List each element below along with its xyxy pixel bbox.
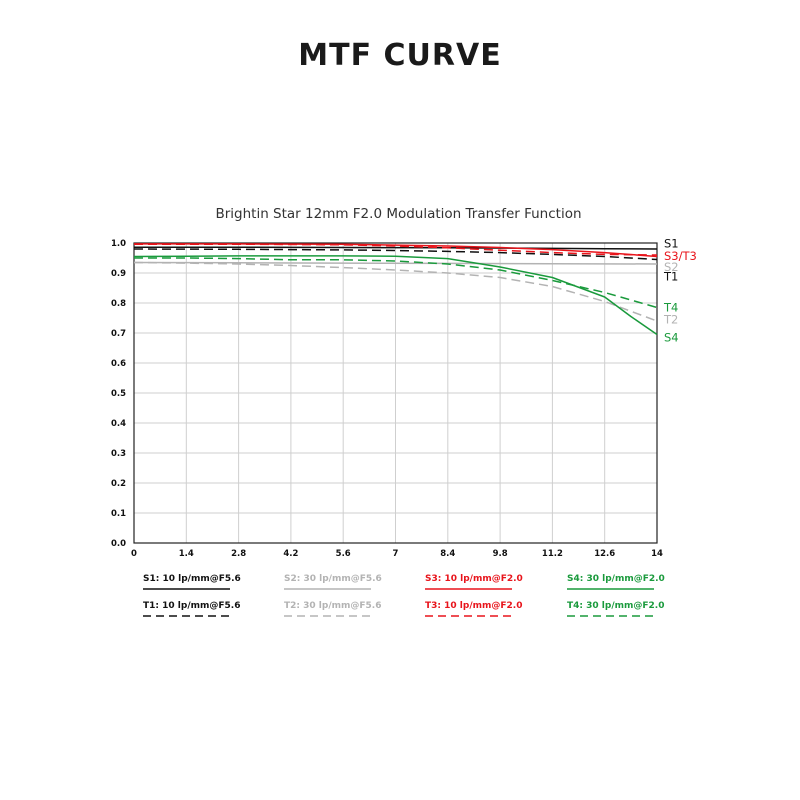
legend-label-s4: S4: 30 lp/mm@F2.0 [567, 574, 665, 584]
x-tick-label: 14 [651, 549, 663, 559]
x-tick-label: 2.8 [231, 549, 246, 559]
x-tick-label: 1.4 [179, 549, 194, 559]
x-tick-label: 11.2 [542, 549, 563, 559]
legend-label-t1: T1: 10 lp/mm@F5.6 [143, 601, 240, 611]
y-tick-label: 0.8 [111, 299, 126, 309]
legend-label-t2: T2: 30 lp/mm@F5.6 [284, 601, 381, 611]
series-line-s3 [134, 243, 658, 258]
chart-title: Brightin Star 12mm F2.0 Modulation Trans… [215, 206, 581, 222]
x-tick-label: 12.6 [594, 549, 615, 559]
series-line-t3 [134, 243, 658, 256]
legend-label-t4: T4: 30 lp/mm@F2.0 [567, 601, 664, 611]
series-line-s2 [133, 261, 658, 265]
legend-label-s1: S1: 10 lp/mm@F5.6 [143, 574, 241, 584]
y-tick-label: 0.4 [111, 419, 126, 429]
x-tick-label: 4.2 [283, 549, 298, 559]
y-tick-label: 0.3 [111, 449, 126, 459]
series-line-t2 [133, 261, 658, 322]
end-label-t1: T1 [663, 270, 678, 284]
end-label-t2: T2 [663, 313, 678, 327]
y-tick-label: 0.7 [111, 329, 126, 339]
x-tick-label: 7 [393, 549, 399, 559]
page-title: MTF CURVE [298, 38, 502, 73]
x-tick-label: 5.6 [336, 549, 351, 559]
series-line-s4 [133, 255, 658, 336]
end-label-s3-t3: S3/T3 [664, 249, 697, 263]
plot-frame [133, 242, 658, 544]
end-label-s4: S4 [664, 331, 679, 345]
y-tick-label: 0.2 [111, 479, 126, 489]
y-tick-label: 0.1 [111, 509, 126, 519]
legend-label-s2: S2: 30 lp/mm@F5.6 [284, 574, 382, 584]
y-tick-label: 0.5 [111, 389, 126, 399]
series-line-t1 [133, 248, 658, 261]
x-tick-label: 9.8 [493, 549, 508, 559]
x-tick-label: 0 [131, 549, 137, 559]
end-label-s1: S1 [664, 237, 679, 251]
y-tick-label: 0.6 [111, 359, 126, 369]
legend-label-s3: S3: 10 lp/mm@F2.0 [425, 574, 523, 584]
x-tick-label: 8.4 [440, 549, 455, 559]
end-label-s2: S2 [664, 260, 679, 274]
end-label-t4: T4 [663, 301, 678, 315]
y-tick-label: 0.0 [111, 539, 126, 549]
y-tick-label: 1.0 [111, 239, 126, 249]
y-tick-label: 0.9 [111, 269, 126, 279]
legend-label-t3: T3: 10 lp/mm@F2.0 [425, 601, 522, 611]
